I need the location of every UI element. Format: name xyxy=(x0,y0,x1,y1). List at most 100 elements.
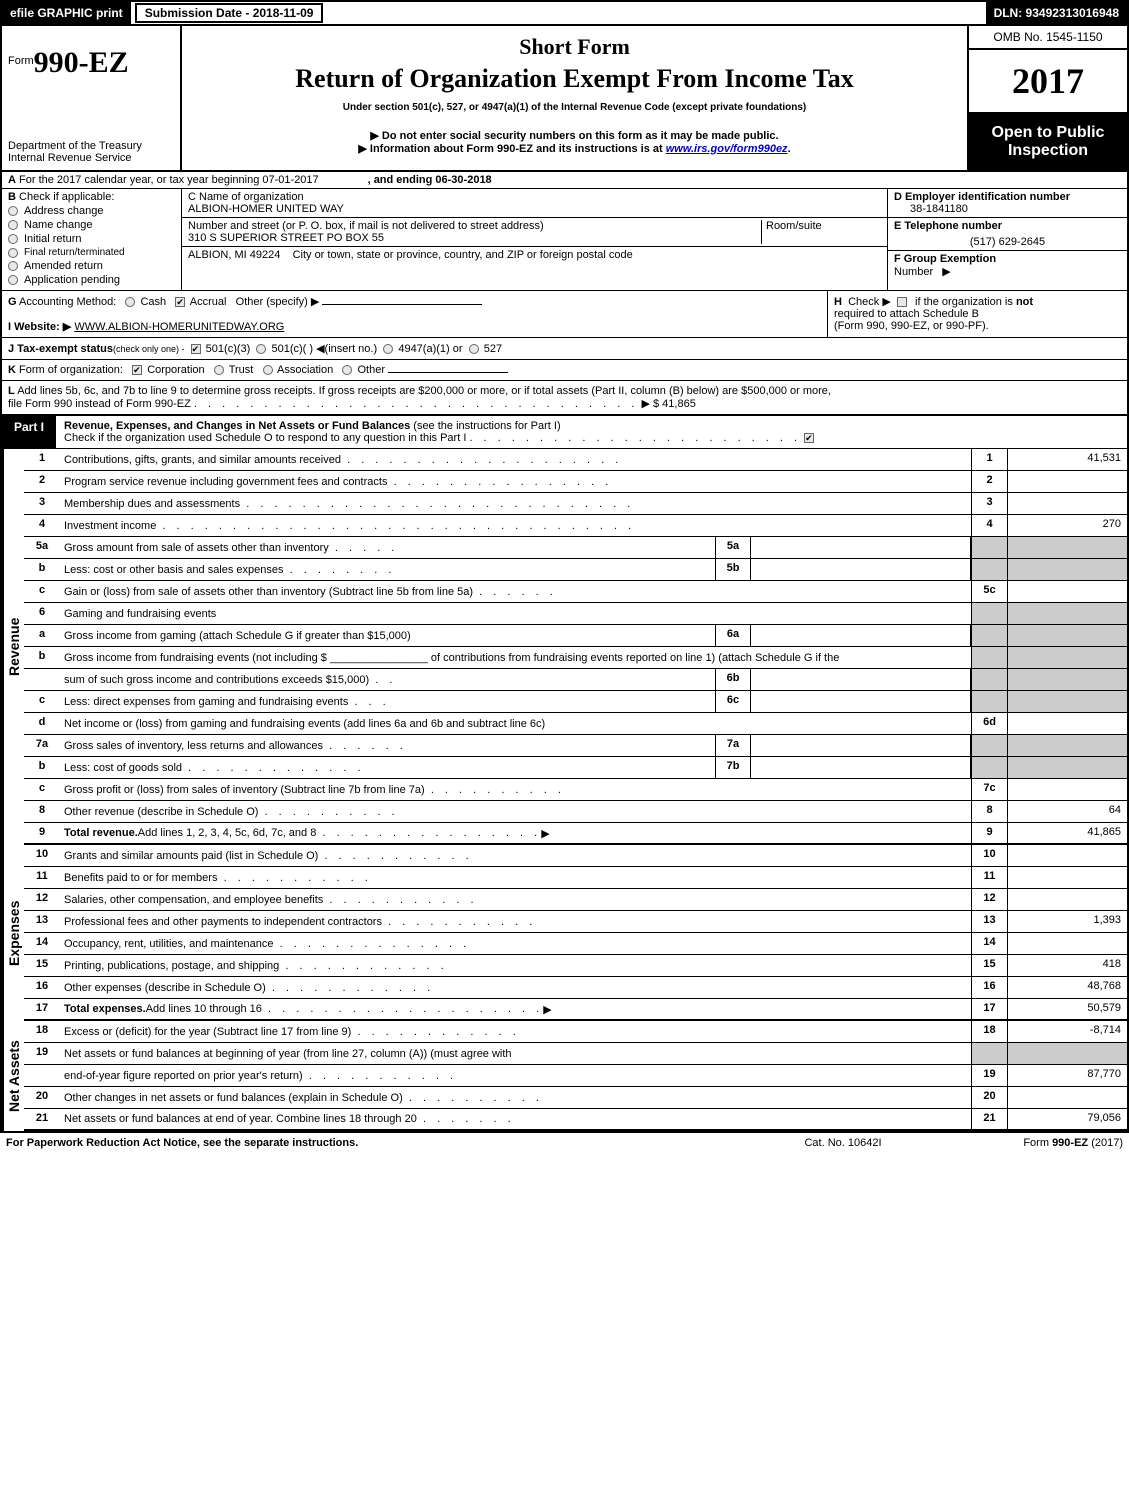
line-text: Net income or (loss) from gaming and fun… xyxy=(60,713,971,734)
right-number: 3 xyxy=(971,493,1007,514)
col-def: D Employer identification number 38-1841… xyxy=(887,189,1127,290)
footer-r-pre: Form xyxy=(1023,1137,1052,1149)
part1-header: Part I Revenue, Expenses, and Changes in… xyxy=(2,416,1127,449)
line-row: bGross income from fundraising events (n… xyxy=(24,647,1127,669)
right-number xyxy=(971,603,1007,624)
right-number: 21 xyxy=(971,1109,1007,1129)
checkbox-icon[interactable] xyxy=(804,433,814,443)
k-lead: K xyxy=(8,364,16,376)
line-text: Salaries, other compensation, and employ… xyxy=(60,889,971,910)
right-value xyxy=(1007,1043,1127,1064)
line-text: Investment income . . . . . . . . . . . … xyxy=(60,515,971,536)
header-left: Form990-EZ Department of the Treasury In… xyxy=(2,26,182,170)
line-text: Less: cost of goods sold . . . . . . . .… xyxy=(60,757,715,778)
line-number: b xyxy=(24,757,60,778)
k-opt3: Other xyxy=(357,364,385,376)
line-row: aGross income from gaming (attach Schedu… xyxy=(24,625,1127,647)
right-number xyxy=(971,625,1007,646)
right-number: 18 xyxy=(971,1021,1007,1042)
right-value: 87,770 xyxy=(1007,1065,1127,1086)
l-arrow: ▶ xyxy=(641,398,649,410)
right-number xyxy=(971,757,1007,778)
right-value xyxy=(1007,1087,1127,1108)
line-row: 2Program service revenue including gover… xyxy=(24,471,1127,493)
radio-icon[interactable] xyxy=(263,365,273,375)
right-number: 19 xyxy=(971,1065,1007,1086)
chk-name-change[interactable]: Name change xyxy=(8,219,175,231)
line-number: c xyxy=(24,779,60,800)
right-number: 17 xyxy=(971,999,1007,1019)
chk-final-return[interactable]: Final return/terminated xyxy=(8,247,175,258)
chk-amended-return[interactable]: Amended return xyxy=(8,260,175,272)
line-text: end-of-year figure reported on prior yea… xyxy=(60,1065,971,1086)
checkbox-icon[interactable] xyxy=(191,344,201,354)
line-number: 8 xyxy=(24,801,60,822)
line-row: 6Gaming and fundraising events xyxy=(24,603,1127,625)
right-value: 41,531 xyxy=(1007,449,1127,470)
line-text: Gaming and fundraising events xyxy=(60,603,971,624)
mid-number: 7b xyxy=(715,757,751,778)
chk-address-change[interactable]: Address change xyxy=(8,205,175,217)
line-number: 5a xyxy=(24,537,60,558)
website-link[interactable]: WWW.ALBION-HOMERUNITEDWAY.ORG xyxy=(74,321,284,333)
j-opt0: 501(c)(3) xyxy=(206,343,251,355)
part1-see: (see the instructions for Part I) xyxy=(413,420,560,432)
revenue-table: Revenue 1Contributions, gifts, grants, a… xyxy=(2,449,1127,845)
chk-initial-return[interactable]: Initial return xyxy=(8,233,175,245)
line-text: Less: direct expenses from gaming and fu… xyxy=(60,691,715,712)
open-line2: Inspection xyxy=(973,142,1123,160)
subtitle1: Under section 501(c), 527, or 4947(a)(1)… xyxy=(192,102,957,113)
form-number: Form990-EZ xyxy=(2,26,180,90)
k-opt1: Trust xyxy=(229,364,254,376)
mid-number: 5a xyxy=(715,537,751,558)
line-number: d xyxy=(24,713,60,734)
chk-application-pending[interactable]: Application pending xyxy=(8,274,175,286)
k-txt: Form of organization: xyxy=(19,364,123,376)
h-txt1: Check ▶ xyxy=(848,296,891,308)
footer-r-bold: 990-EZ xyxy=(1052,1137,1088,1149)
line-row: 12Salaries, other compensation, and empl… xyxy=(24,889,1127,911)
f-lbl: F Group Exemption xyxy=(894,253,996,265)
radio-icon[interactable] xyxy=(383,344,393,354)
right-value xyxy=(1007,691,1127,712)
line-number: 18 xyxy=(24,1021,60,1042)
radio-icon[interactable] xyxy=(469,344,479,354)
header-mid: Short Form Return of Organization Exempt… xyxy=(182,26,967,170)
line-row: 1Contributions, gifts, grants, and simil… xyxy=(24,449,1127,471)
line-text: Gross profit or (loss) from sales of inv… xyxy=(60,779,971,800)
e-phone: E Telephone number (517) 629-2645 xyxy=(888,218,1127,251)
l-amount: $ 41,865 xyxy=(653,398,696,410)
mid-value xyxy=(751,735,971,756)
right-value: 41,865 xyxy=(1007,823,1127,843)
line-row: 15Printing, publications, postage, and s… xyxy=(24,955,1127,977)
line-text: Other revenue (describe in Schedule O) .… xyxy=(60,801,971,822)
right-value xyxy=(1007,867,1127,888)
checkbox-icon[interactable] xyxy=(175,297,185,307)
line-number: 12 xyxy=(24,889,60,910)
subtitle2: ▶ Do not enter social security numbers o… xyxy=(192,129,957,142)
radio-icon[interactable] xyxy=(342,365,352,375)
checkbox-icon[interactable] xyxy=(132,365,142,375)
k-opt2: Association xyxy=(277,364,333,376)
row-h: H Check ▶ if the organization is not req… xyxy=(827,291,1127,337)
radio-icon xyxy=(8,206,18,216)
right-value xyxy=(1007,603,1127,624)
checkbox-icon[interactable] xyxy=(897,297,907,307)
right-value xyxy=(1007,889,1127,910)
line-number: a xyxy=(24,625,60,646)
radio-icon[interactable] xyxy=(214,365,224,375)
radio-icon[interactable] xyxy=(125,297,135,307)
irs-link[interactable]: www.irs.gov/form990ez xyxy=(666,143,788,155)
line-row: cGain or (loss) from sale of assets othe… xyxy=(24,581,1127,603)
line-row: cGross profit or (loss) from sales of in… xyxy=(24,779,1127,801)
radio-icon xyxy=(8,275,18,285)
h-txt3: required to attach Schedule B xyxy=(834,308,979,320)
line-text: sum of such gross income and contributio… xyxy=(60,669,715,690)
spacer xyxy=(327,2,985,24)
chk-label: Name change xyxy=(24,219,93,231)
line-row: 11Benefits paid to or for members . . . … xyxy=(24,867,1127,889)
d-val: 38-1841180 xyxy=(894,203,1121,215)
radio-icon[interactable] xyxy=(256,344,266,354)
right-number: 4 xyxy=(971,515,1007,536)
right-number xyxy=(971,647,1007,668)
